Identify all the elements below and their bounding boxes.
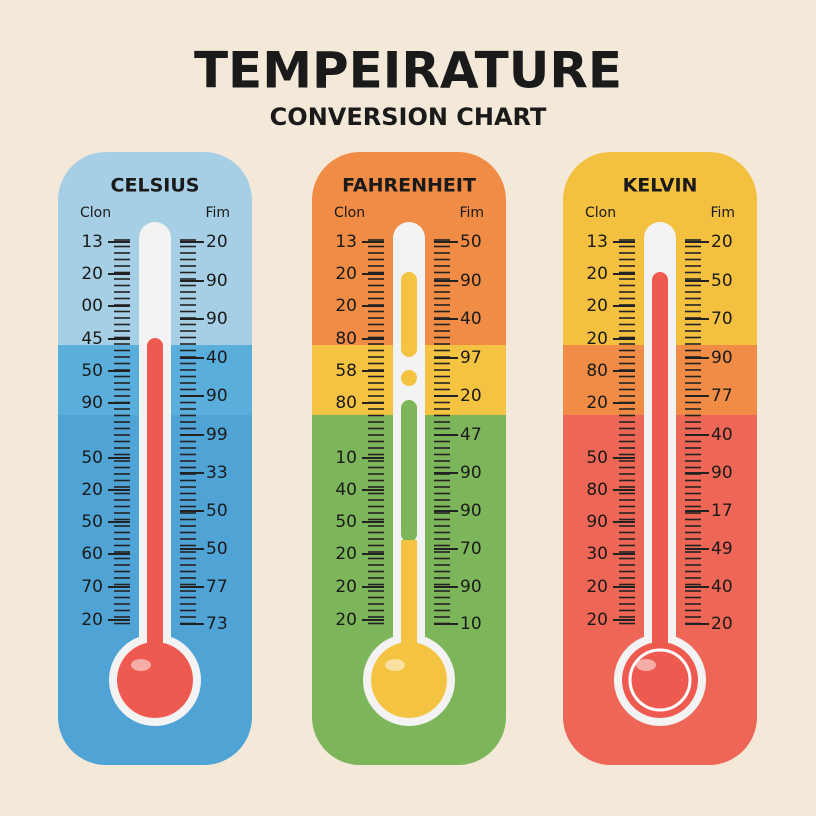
bulb xyxy=(371,642,447,718)
panel-name: FAHRENHEIT xyxy=(342,175,476,197)
mercury xyxy=(147,338,163,668)
left-label: 58 xyxy=(335,361,357,381)
right-label: 20 xyxy=(206,232,228,252)
bulb-shine xyxy=(131,659,151,671)
left-label: 45 xyxy=(81,329,103,349)
mercury xyxy=(652,272,668,668)
right-label: 99 xyxy=(206,425,228,445)
bulb-shine xyxy=(385,659,405,671)
left-label: 20 xyxy=(335,544,357,564)
left-label: 90 xyxy=(586,512,608,532)
right-label: 97 xyxy=(460,348,482,368)
left-label: 50 xyxy=(81,361,103,381)
right-label: 50 xyxy=(711,271,733,291)
right-label: 40 xyxy=(206,348,228,368)
right-label: 70 xyxy=(460,539,482,559)
left-label: 50 xyxy=(81,512,103,532)
bulb xyxy=(622,642,698,718)
left-label: 20 xyxy=(586,393,608,413)
right-label: 90 xyxy=(460,463,482,483)
right-header: Fim xyxy=(205,205,230,221)
title: TEMPEIRATURE xyxy=(194,42,622,100)
left-label: 00 xyxy=(81,296,103,316)
left-header: Clon xyxy=(334,205,365,221)
left-label: 20 xyxy=(586,610,608,630)
left-label: 80 xyxy=(586,361,608,381)
left-label: 20 xyxy=(335,610,357,630)
right-label: 47 xyxy=(460,425,482,445)
left-label: 13 xyxy=(81,232,103,252)
left-label: 20 xyxy=(81,610,103,630)
right-label: 73 xyxy=(206,614,228,634)
right-header: Fim xyxy=(710,205,735,221)
left-label: 70 xyxy=(81,577,103,597)
left-label: 20 xyxy=(586,264,608,284)
left-label: 80 xyxy=(586,480,608,500)
right-label: 90 xyxy=(206,309,228,329)
right-label: 20 xyxy=(711,614,733,634)
right-label: 50 xyxy=(460,232,482,252)
bulb-shine xyxy=(636,659,656,671)
right-label: 20 xyxy=(711,232,733,252)
right-label: 49 xyxy=(711,539,733,559)
right-header: Fim xyxy=(459,205,484,221)
left-header: Clon xyxy=(585,205,616,221)
right-label: 40 xyxy=(711,577,733,597)
left-label: 20 xyxy=(335,296,357,316)
left-header: Clon xyxy=(80,205,111,221)
left-label: 20 xyxy=(335,264,357,284)
mercury xyxy=(401,540,417,670)
right-label: 90 xyxy=(206,271,228,291)
right-label: 77 xyxy=(206,577,228,597)
left-label: 40 xyxy=(335,480,357,500)
left-label: 60 xyxy=(81,544,103,564)
panel-name: KELVIN xyxy=(623,175,698,197)
right-label: 90 xyxy=(460,501,482,521)
thermometer-panel: KELVIN Clon Fim 13 20 20 20 80 20 50 80 90 30 20 20 20 5… xyxy=(563,152,757,765)
right-label: 50 xyxy=(206,501,228,521)
left-label: 20 xyxy=(586,577,608,597)
right-label: 40 xyxy=(711,425,733,445)
right-label: 50 xyxy=(206,539,228,559)
left-label: 50 xyxy=(335,512,357,532)
panel-name: CELSIUS xyxy=(111,175,200,197)
left-label: 50 xyxy=(586,448,608,468)
left-label: 80 xyxy=(335,393,357,413)
left-label: 20 xyxy=(81,264,103,284)
mercury-dot xyxy=(401,370,417,386)
left-label: 20 xyxy=(586,329,608,349)
left-label: 13 xyxy=(586,232,608,252)
left-label: 20 xyxy=(335,577,357,597)
left-label: 13 xyxy=(335,232,357,252)
left-label: 90 xyxy=(81,393,103,413)
left-label: 80 xyxy=(335,329,357,349)
left-label: 10 xyxy=(335,448,357,468)
mercury xyxy=(401,400,417,542)
right-label: 90 xyxy=(206,386,228,406)
right-label: 40 xyxy=(460,309,482,329)
right-label: 33 xyxy=(206,463,228,483)
right-label: 20 xyxy=(460,386,482,406)
right-label: 90 xyxy=(460,577,482,597)
bulb-inner-ring xyxy=(628,648,692,712)
right-label: 90 xyxy=(460,271,482,291)
left-label: 20 xyxy=(586,296,608,316)
right-label: 10 xyxy=(460,614,482,634)
right-label: 77 xyxy=(711,386,733,406)
left-label: 20 xyxy=(81,480,103,500)
bulb xyxy=(117,642,193,718)
right-label: 90 xyxy=(711,348,733,368)
mercury xyxy=(401,272,417,357)
right-label: 17 xyxy=(711,501,733,521)
left-label: 50 xyxy=(81,448,103,468)
right-label: 90 xyxy=(711,463,733,483)
left-label: 30 xyxy=(586,544,608,564)
thermometer-panel: FAHRENHEIT Clon Fim 13 20 20 80 58 80 10 40 50 20 20 2… xyxy=(312,152,506,765)
right-label: 70 xyxy=(711,309,733,329)
subtitle: CONVERSION CHART xyxy=(270,103,547,131)
